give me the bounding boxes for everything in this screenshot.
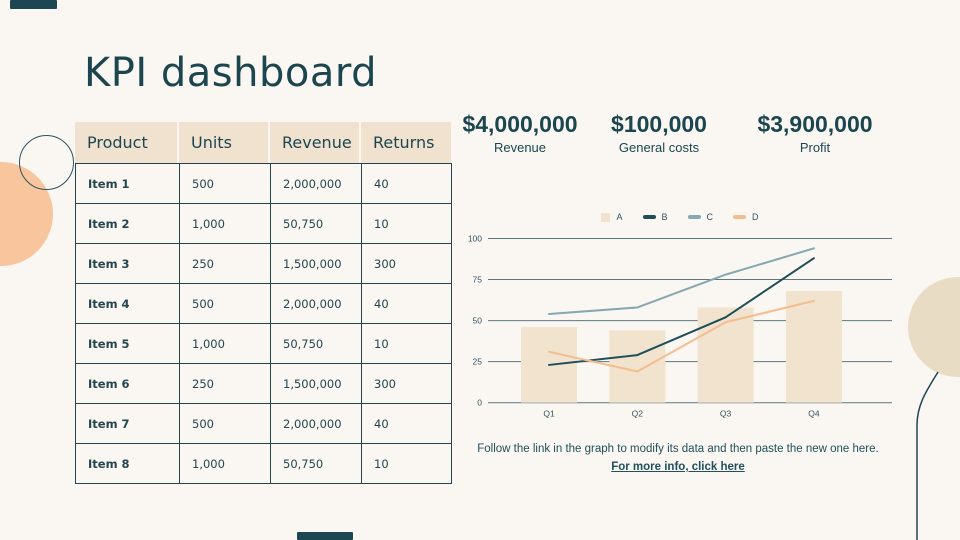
table-cell: 10 bbox=[361, 203, 452, 244]
decorative-curve-line bbox=[916, 371, 939, 540]
table-cell: 40 bbox=[361, 283, 452, 324]
decorative-outline-circle bbox=[19, 135, 74, 190]
y-axis-tick-label: 0 bbox=[477, 398, 482, 408]
footer-note: Follow the link in the graph to modify i… bbox=[468, 441, 888, 477]
bar-series-a bbox=[785, 291, 842, 403]
more-info-link[interactable]: For more info, click here bbox=[611, 460, 745, 473]
table-cell: 1,000 bbox=[179, 323, 271, 364]
table-cell: 10 bbox=[361, 323, 452, 364]
kpi-value: $100,000 bbox=[611, 111, 707, 137]
y-axis-tick-label: 100 bbox=[468, 234, 482, 244]
table-cell-product: Item 7 bbox=[75, 403, 180, 444]
decorative-beige-circle bbox=[908, 277, 960, 377]
table-row: Item 2 1,000 50,750 10 bbox=[75, 203, 452, 244]
table-row: Item 4 500 2,000,000 40 bbox=[75, 283, 452, 324]
table-row: Item 1 500 2,000,000 40 bbox=[75, 163, 452, 204]
y-axis-tick-label: 75 bbox=[473, 275, 483, 285]
legend-item-a: A bbox=[601, 212, 623, 222]
table-row: Item 5 1,000 50,750 10 bbox=[75, 323, 452, 364]
legend-label: D bbox=[752, 212, 759, 222]
kpi-table: Item 1 500 2,000,000 40 Item 2 1,000 50,750 10 I… bbox=[75, 163, 452, 484]
table-cell: 2,000,000 bbox=[270, 283, 362, 324]
legend-swatch-d bbox=[733, 215, 747, 219]
table-cell: 300 bbox=[361, 363, 452, 404]
table-cell: 50,750 bbox=[270, 443, 362, 484]
line-series-b bbox=[548, 257, 815, 366]
table-cell: 500 bbox=[179, 283, 271, 324]
table-cell-product: Item 3 bbox=[75, 243, 180, 284]
footer-text: Follow the link in the graph to modify i… bbox=[477, 443, 879, 455]
x-axis-tick-label: Q3 bbox=[720, 409, 732, 419]
table-cell: 500 bbox=[179, 403, 271, 444]
y-axis-tick-label: 25 bbox=[473, 357, 483, 367]
x-axis-tick-label: Q4 bbox=[808, 409, 820, 419]
legend-swatch-b bbox=[642, 215, 656, 219]
kpi-general-costs: $100,000 General costs bbox=[589, 111, 729, 156]
page-title: KPI dashboard bbox=[84, 50, 377, 96]
table-cell: 250 bbox=[179, 243, 271, 284]
table-cell: 50,750 bbox=[270, 203, 362, 244]
table-cell-product: Item 4 bbox=[75, 283, 180, 324]
kpi-profit: $3,900,000 Profit bbox=[740, 111, 890, 156]
line-series-c bbox=[548, 247, 815, 316]
table-row: Item 6 250 1,500,000 300 bbox=[75, 363, 452, 404]
table-cell: 1,500,000 bbox=[270, 363, 362, 404]
table-cell: 1,000 bbox=[179, 443, 271, 484]
legend-swatch-c bbox=[687, 215, 701, 219]
line-series-d bbox=[548, 299, 815, 373]
kpi-revenue: $4,000,000 Revenue bbox=[462, 111, 578, 156]
table-cell: 10 bbox=[361, 443, 452, 484]
table-cell: 2,000,000 bbox=[270, 163, 362, 204]
legend-item-b: B bbox=[642, 212, 668, 222]
x-axis-tick-label: Q1 bbox=[543, 409, 555, 419]
column-header: Product bbox=[75, 122, 177, 163]
table-cell: 40 bbox=[361, 403, 452, 444]
column-header: Revenue bbox=[270, 122, 359, 163]
table-cell: 1,000 bbox=[179, 203, 271, 244]
table-cell: 300 bbox=[361, 243, 452, 284]
kpi-label: Profit bbox=[799, 140, 831, 156]
legend-label: C bbox=[706, 212, 714, 222]
table-row: Item 8 1,000 50,750 10 bbox=[75, 443, 452, 484]
kpi-combo-chart[interactable]: 0 25 50 75 100 Q1 Q2 Q3 Q4 bbox=[462, 232, 898, 427]
table-cell-product: Item 5 bbox=[75, 323, 180, 364]
kpi-value: $4,000,000 bbox=[462, 111, 578, 137]
legend-item-c: C bbox=[687, 212, 714, 222]
table-cell-product: Item 8 bbox=[75, 443, 180, 484]
edge-accent-bar-top bbox=[10, 0, 57, 9]
table-cell: 40 bbox=[361, 163, 452, 204]
legend-label: A bbox=[616, 212, 623, 222]
kpi-value: $3,900,000 bbox=[757, 111, 873, 137]
kpi-stats-row: $4,000,000 Revenue $100,000 General costs $3… bbox=[462, 111, 890, 156]
kpi-label: Revenue bbox=[493, 140, 547, 156]
table-cell: 50,750 bbox=[270, 323, 362, 364]
column-header: Units bbox=[179, 122, 268, 163]
table-cell: 500 bbox=[179, 163, 271, 204]
table-cell-product: Item 6 bbox=[75, 363, 180, 404]
table-header-row: Product Units Revenue Returns bbox=[75, 122, 451, 163]
chart-legend: A B C D bbox=[462, 212, 898, 222]
edge-accent-bar-bottom bbox=[297, 532, 353, 540]
legend-item-d: D bbox=[733, 212, 759, 222]
kpi-label: General costs bbox=[618, 140, 700, 156]
column-header: Returns bbox=[361, 122, 451, 163]
table-row: Item 7 500 2,000,000 40 bbox=[75, 403, 452, 444]
table-cell: 1,500,000 bbox=[270, 243, 362, 284]
table-cell-product: Item 1 bbox=[75, 163, 180, 204]
table-cell: 2,000,000 bbox=[270, 403, 362, 444]
y-axis-tick-label: 50 bbox=[473, 316, 483, 326]
legend-label: B bbox=[661, 212, 668, 222]
table-cell: 250 bbox=[179, 363, 271, 404]
table-cell-product: Item 2 bbox=[75, 203, 180, 244]
table-row: Item 3 250 1,500,000 300 bbox=[75, 243, 452, 284]
legend-swatch-a bbox=[601, 212, 611, 222]
x-axis-tick-label: Q2 bbox=[632, 409, 644, 419]
